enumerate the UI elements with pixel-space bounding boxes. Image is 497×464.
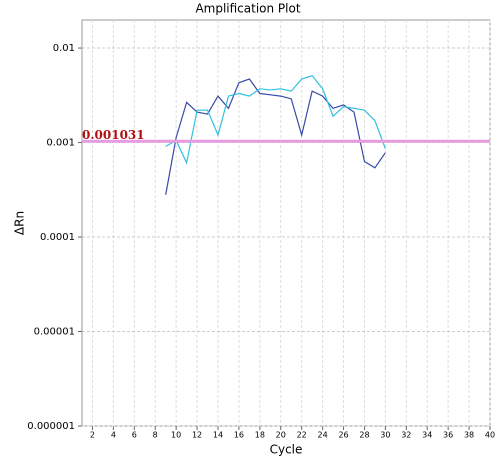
x-tick-label: 2 [90, 431, 95, 440]
x-tick-label: 4 [111, 431, 116, 440]
x-tick-label: 8 [153, 431, 158, 440]
x-tick-label: 36 [443, 431, 453, 440]
x-tick-label: 20 [276, 431, 286, 440]
y-tick-label: 0.00001 [34, 327, 75, 338]
x-tick-label: 14 [213, 431, 223, 440]
x-tick-label: 22 [297, 431, 307, 440]
x-tick-label: 12 [192, 431, 202, 440]
x-tick-label: 32 [401, 431, 411, 440]
y-tick-label: 0.000001 [27, 421, 75, 432]
x-tick-label: 34 [422, 431, 432, 440]
x-tick-label: 40 [485, 431, 495, 440]
y-axis-label: ΔRn [13, 211, 27, 235]
x-tick-label: 38 [464, 431, 474, 440]
y-tick-label: 0.0001 [40, 232, 75, 243]
x-tick-label: 26 [338, 431, 348, 440]
y-tick-label: 0.001 [46, 138, 75, 149]
x-tick-label: 6 [132, 431, 137, 440]
y-tick-label: 0.01 [53, 43, 75, 54]
x-tick-label: 10 [171, 431, 181, 440]
plot-area [81, 19, 491, 427]
x-tick-label: 16 [234, 431, 244, 440]
chart-title: Amplification Plot [195, 2, 300, 16]
threshold-label: 0.001031 [82, 128, 145, 142]
x-axis-label: Cycle [270, 443, 303, 457]
x-tick-label: 18 [255, 431, 265, 440]
series-line [165, 78, 386, 195]
series-line [165, 74, 386, 165]
x-tick-label: 24 [318, 431, 328, 440]
x-tick-label: 28 [359, 431, 369, 440]
x-tick-label: 30 [380, 431, 390, 440]
